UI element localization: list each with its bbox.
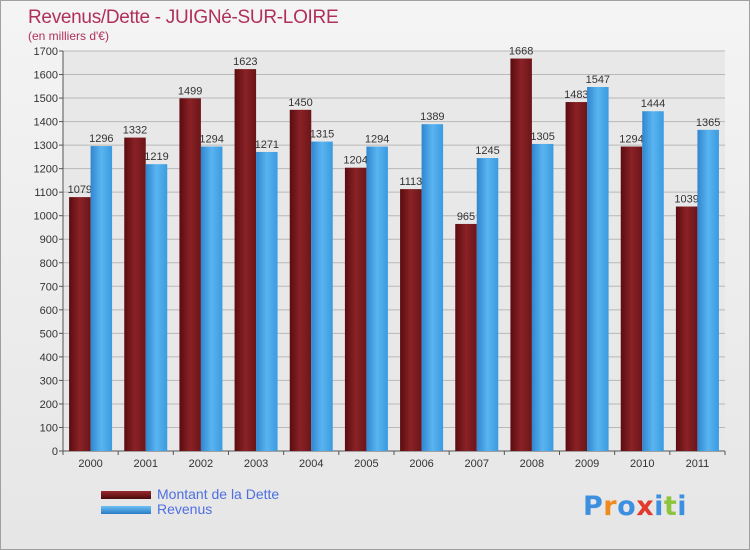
y-tick-label: 200 — [40, 399, 58, 411]
bar-debt — [344, 167, 367, 452]
y-tick-label: 900 — [40, 234, 58, 246]
data-label-debt: 1668 — [509, 46, 533, 58]
x-tick-label: 2010 — [630, 458, 654, 470]
y-tick-label: 1400 — [34, 117, 58, 129]
bar-revenue — [311, 141, 333, 451]
bar-debt — [124, 137, 146, 451]
bar-debt — [400, 189, 422, 451]
bar-debt — [289, 109, 312, 451]
bar-debt — [69, 197, 91, 451]
logo-letter: P — [583, 491, 604, 522]
bar-revenue — [697, 129, 719, 451]
plot-area — [63, 51, 725, 451]
data-label-revenue: 1294 — [199, 134, 223, 146]
data-label-debt: 965 — [457, 211, 475, 223]
bar-debt — [620, 146, 643, 451]
x-tick-label: 2001 — [134, 458, 158, 470]
bar-revenue — [642, 111, 664, 451]
y-tick-label: 1700 — [34, 46, 58, 58]
x-tick-label: 2008 — [520, 458, 544, 470]
data-label-debt: 1294 — [619, 134, 643, 146]
bar-debt — [455, 223, 477, 451]
bar-revenue — [476, 158, 499, 451]
bar-revenue — [256, 151, 278, 452]
data-label-revenue: 1305 — [530, 131, 554, 143]
data-label-revenue: 1444 — [641, 98, 665, 110]
x-tick-label: 2007 — [465, 458, 489, 470]
proxiti-logo: Proxiti — [583, 491, 687, 522]
data-label-debt: 1499 — [178, 85, 202, 97]
x-tick-label: 2011 — [686, 458, 710, 470]
y-tick-label: 0 — [52, 446, 58, 458]
data-label-revenue: 1315 — [310, 129, 334, 141]
bar-debt — [675, 206, 698, 451]
data-label-debt: 1204 — [343, 155, 367, 167]
logo-letter: o — [617, 491, 637, 522]
data-label-debt: 1039 — [674, 194, 698, 206]
bar-debt — [179, 98, 201, 451]
data-label-revenue: 1296 — [89, 133, 113, 145]
x-tick-label: 2004 — [299, 458, 323, 470]
bar-revenue — [90, 146, 113, 451]
y-tick-label: 400 — [40, 352, 58, 364]
x-tick-label: 2006 — [409, 458, 433, 470]
x-tick-label: 2000 — [78, 458, 102, 470]
data-label-debt: 1450 — [288, 97, 312, 109]
data-label-revenue: 1547 — [586, 74, 610, 86]
x-tick-label: 2005 — [354, 458, 378, 470]
y-tick-label: 1100 — [34, 187, 58, 199]
bar-revenue — [531, 143, 554, 452]
data-label-revenue: 1365 — [696, 117, 720, 129]
legend-label-revenue: Revenus — [157, 501, 213, 517]
chart-title: Revenus/Dette - JUIGNé-SUR-LOIRE — [28, 7, 339, 28]
bar-debt — [510, 58, 532, 451]
y-tick-label: 1300 — [34, 140, 58, 152]
y-tick-label: 800 — [40, 258, 58, 270]
data-label-revenue: 1294 — [365, 134, 389, 146]
y-tick-label: 700 — [40, 281, 58, 293]
data-label-debt: 1113 — [399, 176, 422, 188]
y-tick-label: 100 — [40, 422, 58, 434]
y-tick-label: 1500 — [34, 93, 58, 105]
bar-revenue — [200, 146, 223, 451]
logo-letter: i — [654, 491, 664, 522]
x-tick-label: 2009 — [575, 458, 599, 470]
y-tick-label: 1000 — [34, 211, 58, 223]
logo-letter: x — [636, 491, 655, 522]
bar-revenue — [421, 124, 444, 452]
bar-revenue — [366, 146, 388, 451]
y-tick-label: 300 — [40, 375, 58, 387]
bar-debt — [234, 69, 257, 451]
legend-swatch-revenue — [101, 506, 151, 514]
bar-revenue — [587, 87, 609, 451]
bar-revenue — [145, 164, 168, 452]
x-tick-label: 2002 — [189, 458, 213, 470]
y-tick-label: 1200 — [34, 164, 58, 176]
bar-debt — [565, 102, 588, 451]
y-tick-label: 500 — [40, 328, 58, 340]
data-label-revenue: 1219 — [144, 151, 168, 163]
data-label-debt: 1079 — [68, 184, 92, 196]
y-tick-label: 1600 — [34, 70, 58, 82]
data-label-revenue: 1389 — [420, 111, 444, 123]
logo-letter: i — [677, 491, 688, 522]
data-label-revenue: 1245 — [475, 145, 499, 157]
x-tick-label: 2003 — [244, 458, 268, 470]
chart-subtitle: (en milliers d'€) — [28, 29, 109, 43]
data-label-debt: 1332 — [123, 125, 147, 137]
data-label-revenue: 1271 — [255, 139, 279, 151]
data-label-debt: 1623 — [233, 56, 257, 68]
logo-letter: r — [603, 491, 618, 522]
data-label-debt: 1483 — [564, 89, 588, 101]
y-tick-label: 600 — [40, 305, 58, 317]
logo-letter: t — [663, 491, 678, 522]
legend-swatch-debt — [101, 491, 151, 499]
legend-label-debt: Montant de la Dette — [157, 486, 280, 502]
